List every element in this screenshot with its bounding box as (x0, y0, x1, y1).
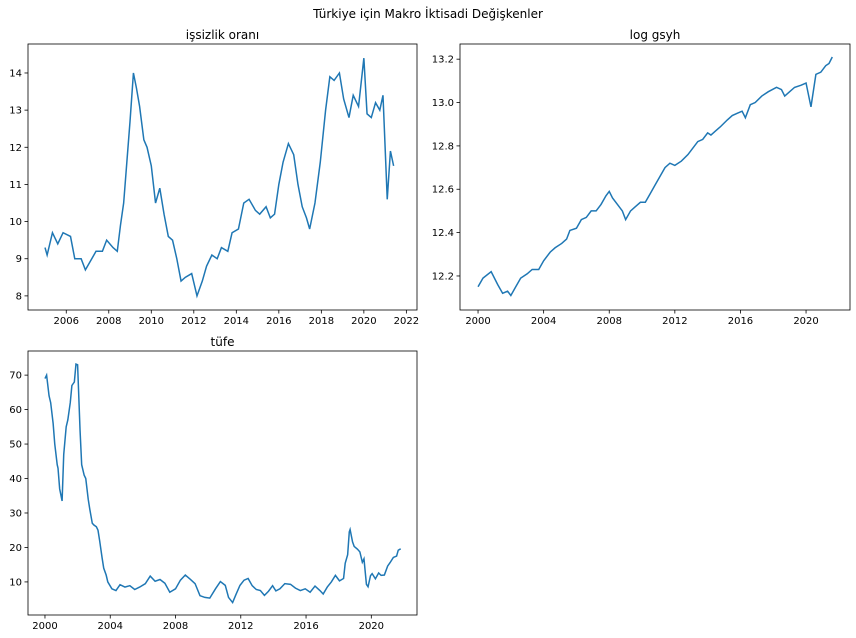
x-tick-label: 2012 (228, 621, 253, 632)
axes-frame (27, 43, 418, 311)
y-tick-label: 30 (9, 508, 22, 519)
data-line (477, 56, 833, 297)
x-tick-label: 2000 (32, 621, 57, 632)
x-tick-label: 2010 (139, 316, 164, 327)
y-tick-label: 50 (9, 440, 22, 451)
y-tick-label: 14 (9, 68, 22, 79)
x-tick-label: 2008 (597, 316, 622, 327)
x-tick-label: 2008 (163, 621, 188, 632)
x-tick-label: 2004 (531, 316, 556, 327)
x-tick-label: 2020 (793, 316, 818, 327)
x-tick-label: 2008 (96, 316, 121, 327)
y-tick-label: 20 (9, 543, 22, 554)
y-tick-label: 12 (9, 143, 22, 154)
y-tick-label: 10 (9, 577, 22, 588)
y-tick-label: 12.2 (432, 271, 454, 282)
y-tick-label: 13.0 (432, 98, 454, 109)
y-tick-label: 10 (9, 217, 22, 228)
y-tick-label: 9 (16, 254, 22, 265)
x-tick-label: 2000 (465, 316, 490, 327)
axes-title: işsizlik oranı (186, 28, 259, 42)
y-tick-label: 60 (9, 405, 22, 416)
data-line (44, 363, 402, 605)
y-tick-label: 11 (9, 180, 22, 191)
x-tick-label: 2020 (351, 316, 376, 327)
y-tick-label: 70 (9, 371, 22, 382)
y-tick-label: 13.2 (432, 55, 454, 66)
x-tick-label: 2018 (309, 316, 334, 327)
x-tick-label: 2022 (394, 316, 419, 327)
figure-title: Türkiye için Makro İktisadi Değişkenler (312, 6, 543, 21)
x-tick-label: 2014 (224, 316, 249, 327)
y-tick-label: 40 (9, 474, 22, 485)
axes-title: log gsyh (630, 28, 681, 42)
x-tick-label: 2020 (359, 621, 384, 632)
x-tick-label: 2004 (98, 621, 123, 632)
y-tick-label: 8 (16, 291, 22, 302)
axes-title: tüfe (211, 335, 235, 349)
x-tick-label: 2012 (662, 316, 687, 327)
x-tick-label: 2012 (181, 316, 206, 327)
y-tick-label: 12.4 (432, 228, 454, 239)
x-tick-label: 2016 (728, 316, 753, 327)
x-tick-label: 2016 (266, 316, 291, 327)
y-tick-label: 13 (9, 106, 22, 117)
x-tick-label: 2016 (293, 621, 318, 632)
y-tick-label: 12.6 (432, 185, 454, 196)
data-line (44, 58, 395, 299)
axes-frame (27, 350, 418, 616)
x-tick-label: 2006 (54, 316, 79, 327)
axes-frame (459, 43, 851, 311)
y-tick-label: 12.8 (432, 141, 454, 152)
